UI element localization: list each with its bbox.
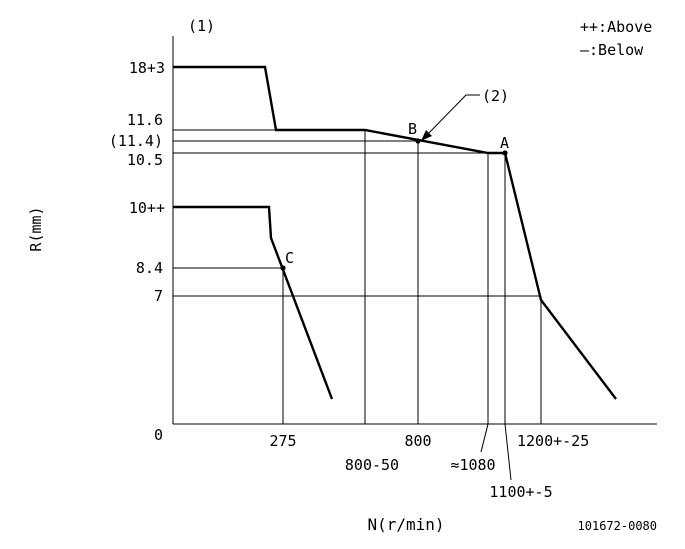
legend-below: —:Below	[580, 41, 644, 59]
callout-arrowhead	[421, 130, 432, 141]
y-tick-8-4: 8.4	[136, 259, 163, 277]
x-tick-1200: 1200+-25	[517, 432, 589, 450]
lower-curve	[173, 205, 334, 400]
x-tick-1100: 1100+-5	[489, 483, 552, 501]
x-axis-title: N(r/min)	[367, 515, 444, 534]
point-b-label: B	[408, 120, 417, 138]
x-tick-800: 800	[404, 432, 431, 450]
y-tick-18: 18+3	[129, 59, 165, 77]
y-tick-10: 10++	[129, 199, 165, 217]
legend-above: ++:Above	[580, 18, 652, 36]
callout-label: (2)	[482, 87, 509, 105]
leader-1100	[504, 423, 512, 481]
footer-code: 101672-0080	[578, 519, 657, 533]
x-tick-1080: ≈1080	[450, 456, 495, 474]
y-tick-7: 7	[154, 287, 163, 305]
y-tick-11-4: (11.4)	[109, 132, 163, 150]
point-b-marker	[415, 138, 421, 144]
point-a-marker	[502, 150, 508, 156]
callout-arrow-line	[424, 94, 467, 138]
upper-curve	[173, 65, 617, 400]
y-tick-10-5: 10.5	[127, 151, 163, 169]
figure-label: (1)	[188, 17, 215, 35]
x-tick-800-50: 800-50	[345, 456, 399, 474]
y-tick-11-6: 11.6	[127, 111, 163, 129]
point-c-label: C	[285, 249, 294, 267]
leader-1080	[480, 423, 489, 453]
y-tick-0: 0	[154, 426, 163, 444]
x-tick-275: 275	[269, 432, 296, 450]
point-a-label: A	[500, 134, 509, 152]
y-axis-title: R(mm)	[27, 206, 45, 251]
point-c-marker	[280, 265, 286, 271]
